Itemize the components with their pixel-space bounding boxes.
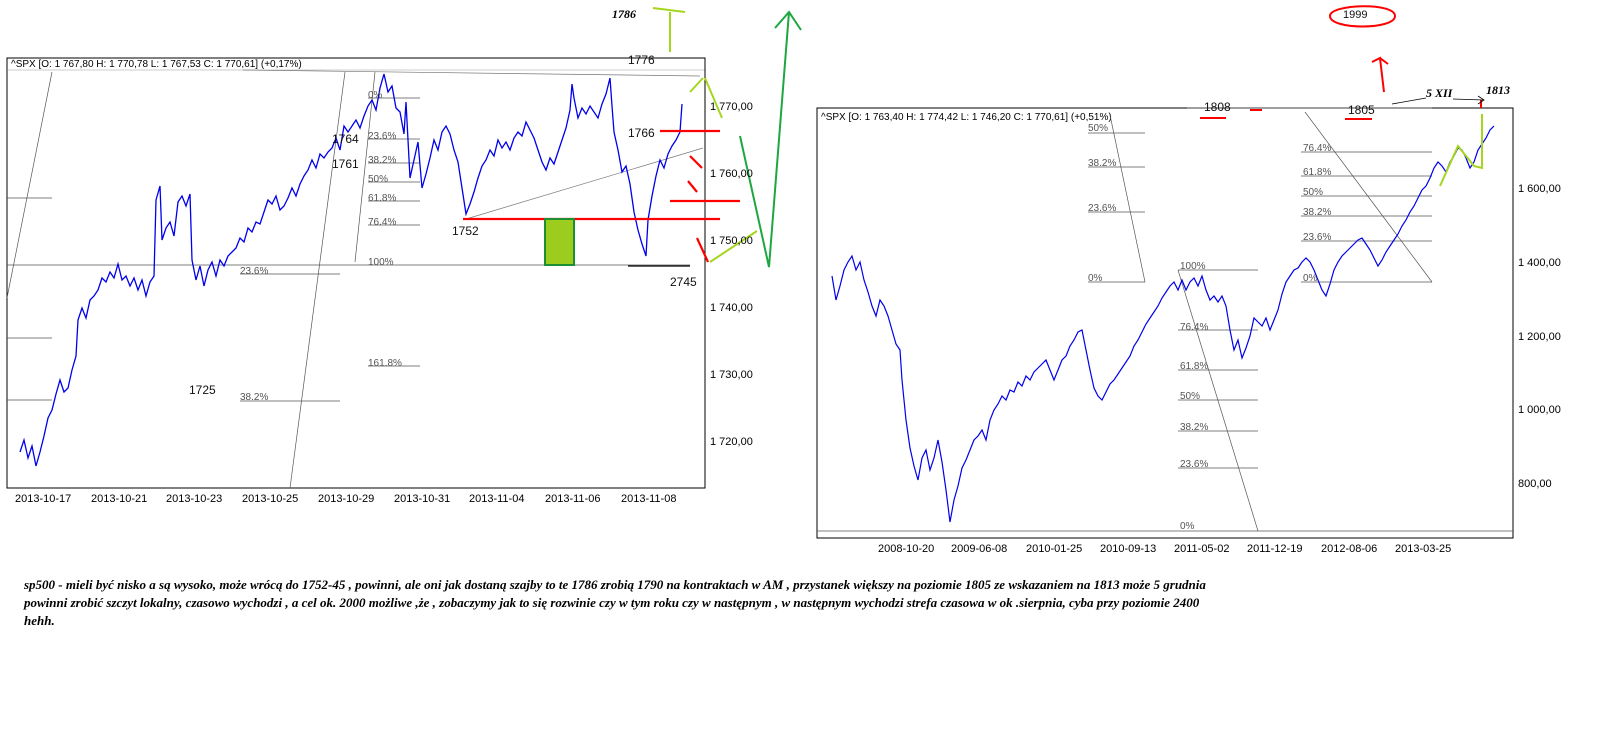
- right-price-series: [831, 125, 1495, 523]
- big-v-arrow: [739, 10, 802, 268]
- fib-label: 0%: [1303, 273, 1318, 284]
- left-plot-frame: [6, 57, 706, 489]
- fib-label: 38.2%: [1303, 207, 1331, 218]
- right-fib-lines: [1088, 107, 1433, 532]
- right-ytick: 1 400,00: [1518, 257, 1561, 269]
- level-1725: 1725: [189, 383, 216, 397]
- fib-label: 50%: [368, 174, 388, 185]
- left-red-marks: [463, 129, 740, 263]
- right-chart: ^SPX [O: 1 763,40 H: 1 774,42 L: 1 746,2…: [816, 5, 1561, 555]
- right-ytick: 1 000,00: [1518, 404, 1561, 416]
- left-xtick: 2013-10-21: [91, 493, 147, 505]
- left-xtick: 2013-10-23: [166, 493, 222, 505]
- left-price-series: [19, 73, 683, 467]
- right-ytick: 1 200,00: [1518, 331, 1561, 343]
- right-xtick: 2009-06-08: [951, 543, 1007, 555]
- fib-label: 61.8%: [368, 193, 396, 204]
- right-plot-frame: [816, 107, 1514, 539]
- right-x-ticks: 2008-10-20 2009-06-08 2010-01-25 2010-09…: [878, 543, 1451, 555]
- level-1761: 1761: [332, 157, 359, 171]
- level-1776: 1776: [628, 53, 655, 67]
- level-1752: 1752: [452, 224, 479, 238]
- comment-line: hehh.: [24, 613, 55, 628]
- fib-label: 23.6%: [1303, 232, 1331, 243]
- level-1805: 1805: [1348, 103, 1375, 117]
- right-green-marks: [1439, 114, 1483, 187]
- fib-label: 50%: [1303, 187, 1323, 198]
- fib-label: 38.2%: [368, 155, 396, 166]
- fib-label: 61.8%: [1180, 361, 1208, 372]
- left-ytick: 1 720,00: [710, 436, 753, 448]
- right-ytick: 1 600,00: [1518, 183, 1561, 195]
- fib-label: 0%: [1180, 521, 1195, 532]
- right-fib-labels: 50% 38.2% 23.6% 0% 100% 76.4% 61.8% 50% …: [1088, 123, 1331, 532]
- fib-label: 50%: [1088, 123, 1108, 134]
- level-1766: 1766: [628, 126, 655, 140]
- left-xtick: 2013-11-04: [469, 493, 524, 505]
- right-xtick: 2010-09-13: [1100, 543, 1156, 555]
- fib-label: 0%: [1088, 273, 1103, 284]
- left-chart: ^SPX [O: 1 767,80 H: 1 770,78 L: 1 767,5…: [6, 7, 802, 505]
- level-2745: 2745: [670, 275, 697, 289]
- right-xtick: 2011-12-19: [1247, 543, 1302, 555]
- left-fib-labels: 0% 23.6% 38.2% 50% 61.8% 76.4% 100% 161.…: [240, 90, 402, 403]
- right-xtick: 2008-10-20: [878, 543, 934, 555]
- fib-label: 0%: [368, 90, 383, 101]
- level-1999: 1999: [1343, 9, 1367, 21]
- comment-line: powinni zrobić szczyt lokalny, czasowo w…: [24, 595, 1200, 610]
- fib-label: 23.6%: [1180, 459, 1208, 470]
- left-xtick: 2013-10-17: [15, 493, 71, 505]
- fib-label: 23.6%: [368, 131, 396, 142]
- fib-label: 38.2%: [1180, 422, 1208, 433]
- right-header: ^SPX [O: 1 763,40 H: 1 774,42 L: 1 746,2…: [821, 112, 1112, 123]
- right-xtick: 2011-05-02: [1174, 543, 1229, 555]
- left-ytick: 1 750,00: [710, 235, 753, 247]
- fib-label: 100%: [1180, 261, 1206, 272]
- label-5-xii: 5 XII: [1426, 86, 1454, 100]
- left-ytick: 1 770,00: [710, 101, 753, 113]
- right-xtick: 2010-01-25: [1026, 543, 1082, 555]
- left-y-ticks: 1 770,00 1 760,00 1 750,00 1 740,00 1 73…: [710, 101, 753, 448]
- fib-label: 100%: [368, 257, 394, 268]
- level-1813: 1813: [1486, 83, 1510, 97]
- fib-label: 38.2%: [240, 392, 268, 403]
- target-box: [544, 218, 575, 266]
- fib-label: 23.6%: [1088, 203, 1116, 214]
- left-xtick: 2013-10-29: [318, 493, 374, 505]
- left-fib-lines: [6, 69, 704, 489]
- fib-label: 76.4%: [1180, 322, 1208, 333]
- left-ytick: 1 760,00: [710, 168, 753, 180]
- fib-label: 161.8%: [368, 358, 402, 369]
- left-green-marks: [652, 7, 758, 263]
- left-xtick: 2013-11-08: [621, 493, 676, 505]
- left-annotations: 1776 1786 1766 1764 1761 1752 2745 1725: [189, 7, 697, 397]
- right-red-marks: [1200, 5, 1482, 120]
- fib-label: 76.4%: [1303, 143, 1331, 154]
- level-1808: 1808: [1204, 100, 1231, 114]
- fib-label: 50%: [1180, 391, 1200, 402]
- analysis-comment: sp500 - mieli być nisko a są wysoko, moż…: [24, 576, 1404, 630]
- fib-label: 38.2%: [1088, 158, 1116, 169]
- fib-label: 23.6%: [240, 266, 268, 277]
- left-xtick: 2013-10-31: [394, 493, 450, 505]
- left-xtick: 2013-10-25: [242, 493, 298, 505]
- right-annotations: 1808 1805 5 XII 1813 1999: [1204, 9, 1510, 117]
- level-1764: 1764: [332, 132, 359, 146]
- comment-line: sp500 - mieli być nisko a są wysoko, moż…: [24, 577, 1206, 592]
- fib-label: 76.4%: [368, 217, 396, 228]
- left-header: ^SPX [O: 1 767,80 H: 1 770,78 L: 1 767,5…: [11, 59, 302, 70]
- right-y-ticks: 1 600,00 1 400,00 1 200,00 1 000,00 800,…: [1518, 183, 1561, 490]
- fib-label: 61.8%: [1303, 167, 1331, 178]
- right-ytick: 800,00: [1518, 478, 1552, 490]
- right-xtick: 2013-03-25: [1395, 543, 1451, 555]
- right-xtick: 2012-08-06: [1321, 543, 1377, 555]
- left-xtick: 2013-11-06: [545, 493, 600, 505]
- left-ytick: 1 740,00: [710, 302, 753, 314]
- left-ytick: 1 730,00: [710, 369, 753, 381]
- left-x-ticks: 2013-10-17 2013-10-21 2013-10-23 2013-10…: [15, 493, 676, 505]
- level-1786: 1786: [612, 7, 636, 21]
